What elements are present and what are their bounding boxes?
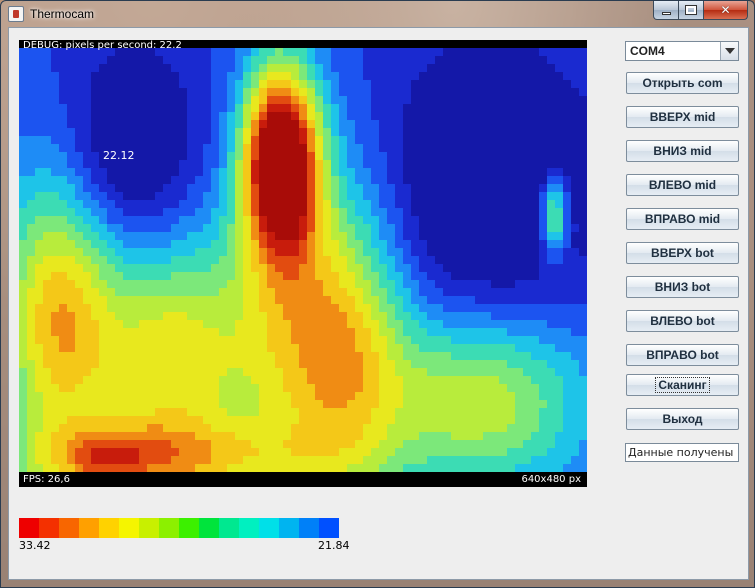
scale-swatch [59,518,79,538]
scale-swatch [179,518,199,538]
minimize-button[interactable] [653,1,679,20]
right-bot-button[interactable]: ВПРАВО bot [626,344,739,366]
left-bot-button[interactable]: ВЛЕВО bot [626,310,739,332]
com-port-value: COM4 [630,44,665,58]
java-cup-icon [8,6,24,22]
thermal-heatmap [19,40,587,487]
scale-swatch [159,518,179,538]
scale-swatch [299,518,319,538]
window-title: Thermocam [30,7,95,21]
scale-swatch [19,518,39,538]
temperature-color-scale [19,518,339,538]
chevron-down-icon[interactable] [720,42,738,60]
up-mid-button[interactable]: ВВЕРХ mid [626,106,739,128]
scale-swatch [199,518,219,538]
scale-swatch [219,518,239,538]
left-mid-button[interactable]: ВЛЕВО mid [626,174,739,196]
scale-swatch [79,518,99,538]
fps-text: FPS: 26,6 [23,474,70,485]
client-area: DEBUG: pixels per second: 22.2 22.12 FPS… [8,27,749,580]
open-com-button[interactable]: Открыть com [626,72,739,94]
cursor-temperature: 22.12 [103,149,135,162]
scale-swatch [239,518,259,538]
maximize-icon [685,5,697,15]
scale-swatch [319,518,339,538]
exit-button[interactable]: Выход [626,408,739,430]
down-bot-button[interactable]: ВНИЗ bot [626,276,739,298]
scale-swatch [39,518,59,538]
scale-swatch [139,518,159,538]
scan-button[interactable]: Сканинг [626,374,739,396]
close-icon: ✕ [720,3,731,17]
up-bot-button[interactable]: ВВЕРХ bot [626,242,739,264]
caption-buttons: ✕ [653,1,748,20]
scale-swatch [259,518,279,538]
minimize-icon [661,11,671,15]
down-mid-button[interactable]: ВНИЗ mid [626,140,739,162]
status-field: Данные получены [625,443,739,462]
maximize-button[interactable] [679,1,704,20]
resolution-text: 640x480 px [521,474,581,485]
scale-swatch [99,518,119,538]
scale-swatch [279,518,299,538]
close-button[interactable]: ✕ [704,1,748,20]
title-bar[interactable]: Thermocam ✕ [1,1,754,27]
debug-text: DEBUG: pixels per second: 22.2 [23,40,182,51]
thermal-image-view[interactable]: DEBUG: pixels per second: 22.2 22.12 FPS… [19,40,587,487]
scale-min-label: 21.84 [318,539,350,552]
com-port-select[interactable]: COM4 [625,41,739,61]
scale-swatch [119,518,139,538]
scale-max-label: 33.42 [19,539,51,552]
right-mid-button[interactable]: ВПРАВО mid [626,208,739,230]
